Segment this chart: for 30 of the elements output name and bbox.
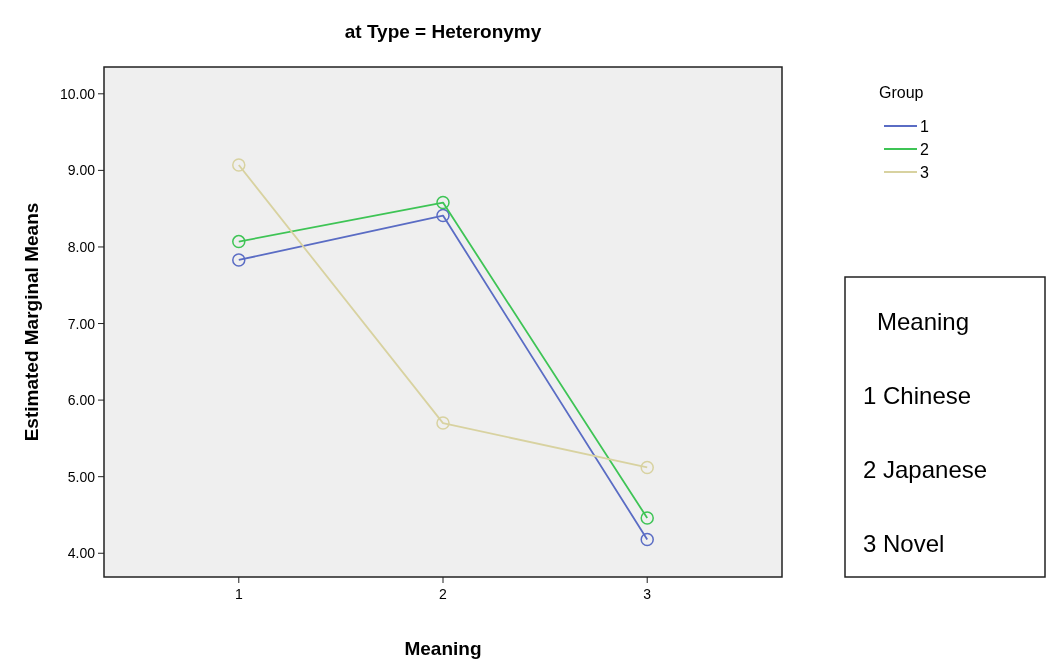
x-tick-label: 1 xyxy=(234,586,243,602)
x-tick-label: 2 xyxy=(439,586,448,602)
point xyxy=(436,208,450,223)
legend-title: Group xyxy=(879,84,924,101)
point xyxy=(232,234,246,249)
legend-label: 1 xyxy=(920,118,929,135)
legend-label: 2 xyxy=(920,141,929,158)
y-tick-label: 7.00 xyxy=(67,315,96,332)
y-tick-label: 6.00 xyxy=(67,392,96,409)
point xyxy=(640,511,654,525)
y-tick-label: 8.00 xyxy=(67,238,96,255)
point xyxy=(640,532,654,547)
point xyxy=(232,253,246,267)
y-axis-title: Estimated Marginal Means xyxy=(21,202,42,442)
legend-label: 3 xyxy=(920,164,929,181)
y-tick-label: 9.00 xyxy=(67,162,96,179)
y-tick-label: 10.00 xyxy=(59,85,96,102)
point xyxy=(232,158,246,172)
point xyxy=(436,195,450,210)
y-tick-label: 4.00 xyxy=(67,545,96,562)
text: 1 Chinese xyxy=(863,382,972,409)
point xyxy=(436,416,450,430)
x-axis-title: Meaning xyxy=(404,638,482,659)
y-tick-label: 5.00 xyxy=(67,468,96,485)
text: Meaning xyxy=(877,308,970,335)
point xyxy=(640,460,654,475)
chart-title: at Type = Heteronymy xyxy=(344,21,542,42)
text: 3 Novel xyxy=(863,530,945,557)
x-tick-label: 3 xyxy=(643,586,652,602)
text: 2 Japanese xyxy=(863,456,988,483)
